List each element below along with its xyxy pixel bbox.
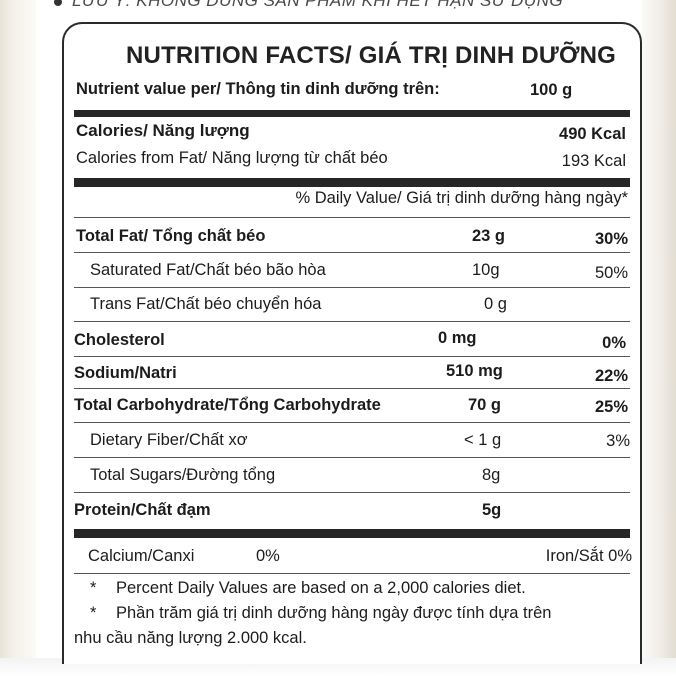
row-divider [74, 388, 630, 389]
thick-divider [74, 529, 630, 538]
nutrient-percent: 30% [594, 230, 628, 248]
background-right-edge [642, 0, 676, 676]
calcium-label: Calcium/Canxi [88, 547, 195, 565]
nutrient-amount: 23 g [472, 227, 506, 245]
nutrient-percent: 3% [606, 432, 630, 450]
calories-label: Calories/ Năng lượng [76, 121, 250, 140]
serving-label: Nutrient value per/ Thông tin dinh dưỡng… [76, 80, 440, 98]
row-divider [74, 252, 630, 253]
label-title: NUTRITION FACTS/ GIÁ TRỊ DINH DƯỠNG [126, 42, 617, 69]
nutrient-amount: 5g [482, 501, 502, 519]
daily-value-header: % Daily Value/ Giá trị dinh dưỡng hàng n… [295, 189, 629, 207]
footnote-english: Percent Daily Values are based on a 2,00… [116, 579, 526, 597]
calories-fat-label: Calories from Fat/ Năng lượng từ chất bé… [76, 149, 388, 167]
nutrient-percent: 0% [602, 334, 626, 352]
nutrient-amount: 10g [472, 261, 500, 279]
nutrient-label: Total Sugars/Đường tổng [90, 466, 276, 484]
nutrient-label: Saturated Fat/Chất béo bão hòa [90, 261, 326, 279]
top-warning-text: LƯU Ý: KHÔNG DÙNG SẢN PHẨM KHI HẾT HẠN S… [72, 0, 564, 10]
footnote-star: * [90, 604, 97, 622]
thick-divider [74, 110, 630, 117]
nutrient-label: Protein/Chất đạm [74, 501, 211, 519]
nutrient-amount: 0 mg [438, 329, 477, 347]
nutrition-label: NUTRITION FACTS/ GIÁ TRỊ DINH DƯỠNG Nutr… [62, 22, 642, 664]
row-divider [74, 457, 630, 458]
nutrient-label: Sodium/Natri [74, 364, 177, 382]
nutrient-amount: < 1 g [464, 431, 502, 449]
row-divider [74, 492, 630, 493]
nutrient-label: Trans Fat/Chất béo chuyển hóa [90, 295, 322, 313]
row-divider [74, 356, 630, 357]
nutrient-amount: 0 g [484, 295, 507, 313]
footnote-star: * [90, 579, 97, 597]
row-divider [74, 422, 630, 423]
nutrient-label: Cholesterol [74, 331, 165, 349]
footnote-vietnamese-line1: Phần trăm giá trị dinh dưỡng hàng ngày đ… [116, 604, 552, 622]
row-divider [74, 217, 630, 218]
row-divider [74, 321, 630, 322]
footnote-vietnamese-line2: nhu cầu năng lượng 2.000 kcal. [74, 629, 307, 647]
nutrient-label: Total Carbohydrate/Tổng Carbohydrate [74, 396, 381, 414]
background-left-edge [0, 0, 36, 676]
bullet-icon [54, 0, 62, 6]
calories-value: 490 Kcal [559, 125, 626, 143]
nutrient-percent: 50% [594, 264, 628, 282]
top-warning-note: LƯU Ý: KHÔNG DÙNG SẢN PHẨM KHI HẾT HẠN S… [54, 0, 563, 11]
serving-value: 100 g [530, 81, 573, 99]
nutrient-percent: 25% [594, 398, 628, 416]
nutrient-amount: 8g [482, 466, 501, 484]
nutrient-amount: 510 mg [446, 362, 503, 380]
row-divider [74, 287, 630, 288]
nutrient-label: Total Fat/ Tổng chất béo [76, 227, 266, 245]
nutrient-percent: 22% [594, 367, 628, 385]
row-divider [74, 573, 630, 574]
iron-value: Iron/Sắt 0% [545, 547, 632, 565]
calcium-value: 0% [256, 547, 280, 565]
thick-divider [74, 178, 630, 187]
nutrient-amount: 70 g [468, 396, 502, 414]
calories-fat-value: 193 Kcal [561, 152, 626, 170]
nutrient-label: Dietary Fiber/Chất xơ [90, 431, 248, 449]
